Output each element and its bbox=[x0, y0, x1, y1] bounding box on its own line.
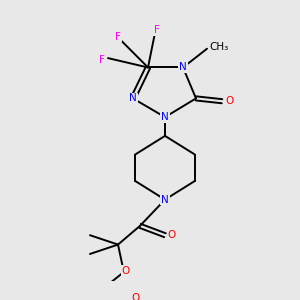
Text: O: O bbox=[225, 96, 233, 106]
Text: F: F bbox=[99, 55, 105, 65]
Text: N: N bbox=[161, 195, 169, 205]
Text: N: N bbox=[179, 62, 187, 73]
Text: F: F bbox=[154, 25, 160, 35]
Text: F: F bbox=[115, 32, 121, 41]
Text: N: N bbox=[129, 93, 137, 103]
Text: O: O bbox=[122, 266, 130, 276]
Text: O: O bbox=[168, 230, 176, 240]
Text: O: O bbox=[131, 293, 139, 300]
Text: N: N bbox=[161, 112, 169, 122]
Text: CH₃: CH₃ bbox=[209, 42, 228, 52]
